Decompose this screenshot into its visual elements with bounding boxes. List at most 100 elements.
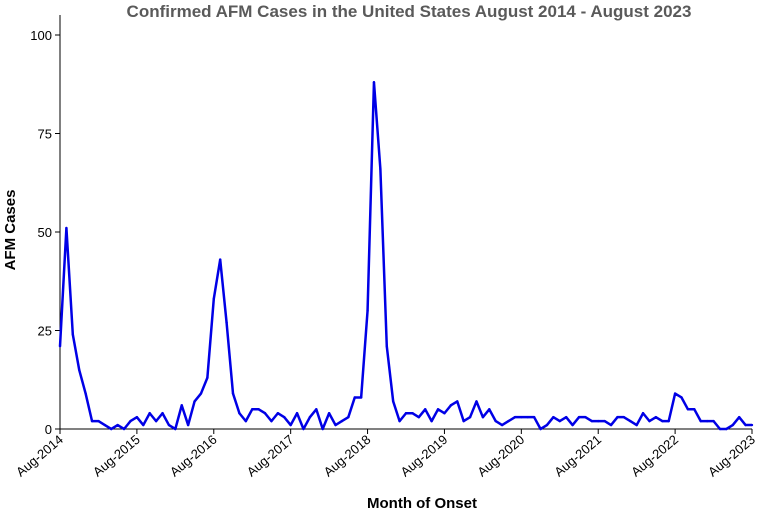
data-point <box>680 396 683 399</box>
data-point <box>667 419 670 423</box>
data-point <box>462 419 465 423</box>
data-point <box>597 419 600 423</box>
data-point <box>71 333 75 336</box>
data-point <box>616 415 619 419</box>
data-point <box>468 415 472 419</box>
data-point <box>142 423 145 427</box>
data-point <box>270 419 273 423</box>
data-point <box>238 412 241 415</box>
data-point <box>84 392 87 395</box>
data-point <box>494 419 497 423</box>
data-point <box>385 345 388 348</box>
data-point <box>321 427 324 431</box>
data-point <box>340 419 344 423</box>
x-tick-label: Aug-2017 <box>244 432 297 480</box>
x-tick-label: Aug-2015 <box>90 432 143 480</box>
y-tick-label: 100 <box>30 28 52 43</box>
data-point <box>308 415 312 419</box>
data-point <box>744 423 747 427</box>
data-point <box>513 415 517 419</box>
data-point <box>379 167 382 171</box>
data-point <box>590 419 594 423</box>
data-point <box>186 423 190 427</box>
data-point <box>712 419 715 423</box>
data-point <box>122 427 126 431</box>
data-point <box>212 297 215 301</box>
data-point <box>302 427 305 431</box>
data-point <box>584 415 587 419</box>
data-point <box>571 423 574 427</box>
data-point <box>148 412 151 415</box>
data-point <box>263 412 267 415</box>
x-tick-label: Aug-2018 <box>321 432 374 480</box>
data-point <box>686 408 690 411</box>
data-point <box>526 415 529 419</box>
data-point <box>718 427 722 431</box>
data-point <box>532 415 536 419</box>
data-point <box>103 423 107 427</box>
data-point <box>353 396 356 399</box>
data-point <box>276 412 280 415</box>
series-line-afm-cases <box>58 81 752 431</box>
data-point <box>180 404 183 407</box>
x-tick-label: Aug-2022 <box>628 432 681 480</box>
data-point <box>116 423 119 427</box>
data-point <box>635 423 638 427</box>
data-point <box>154 419 158 423</box>
data-point <box>411 412 414 415</box>
data-point <box>283 415 286 419</box>
data-point <box>449 404 453 407</box>
data-point <box>430 419 433 423</box>
data-point <box>481 415 485 419</box>
data-point <box>90 419 94 423</box>
data-point <box>193 400 196 403</box>
data-point <box>58 345 62 348</box>
data-point <box>257 408 260 411</box>
data-point <box>545 423 549 427</box>
data-point <box>424 408 427 411</box>
data-point <box>161 412 164 415</box>
data-point <box>97 419 100 423</box>
data-point <box>372 81 376 84</box>
data-point <box>443 412 446 415</box>
data-point <box>129 419 132 423</box>
data-point <box>289 423 292 427</box>
chart-title: Confirmed AFM Cases in the United States… <box>127 2 692 21</box>
data-point <box>231 392 235 395</box>
x-tick-label: Aug-2014 <box>13 432 66 480</box>
data-point <box>737 415 741 419</box>
data-point <box>167 423 171 427</box>
data-point <box>244 419 248 423</box>
data-point <box>174 427 177 431</box>
data-point <box>475 400 478 403</box>
data-point <box>629 419 632 423</box>
data-point <box>65 226 68 230</box>
data-point <box>507 419 510 423</box>
x-axis-title: Month of Onset <box>367 495 477 512</box>
data-point <box>398 419 401 423</box>
data-point <box>661 419 664 423</box>
x-tick-label: Aug-2019 <box>398 432 451 480</box>
x-tick-label: Aug-2021 <box>551 432 604 480</box>
data-point <box>135 415 139 419</box>
x-tick-label: Aug-2016 <box>167 432 220 480</box>
data-point <box>577 415 581 419</box>
data-point <box>648 419 651 423</box>
data-point <box>225 321 228 324</box>
data-point <box>417 415 421 419</box>
x-tick-label: Aug-2020 <box>474 432 527 480</box>
y-tick-label: 25 <box>38 324 52 339</box>
data-point <box>391 400 395 403</box>
data-point <box>110 427 113 431</box>
data-point <box>315 408 318 411</box>
data-point <box>500 423 504 427</box>
data-point <box>654 415 658 419</box>
data-point <box>731 423 734 427</box>
data-point <box>334 423 337 427</box>
data-point <box>327 412 331 415</box>
data-point <box>199 392 203 395</box>
data-point <box>218 258 222 261</box>
data-point <box>673 392 677 395</box>
data-point <box>705 419 709 423</box>
